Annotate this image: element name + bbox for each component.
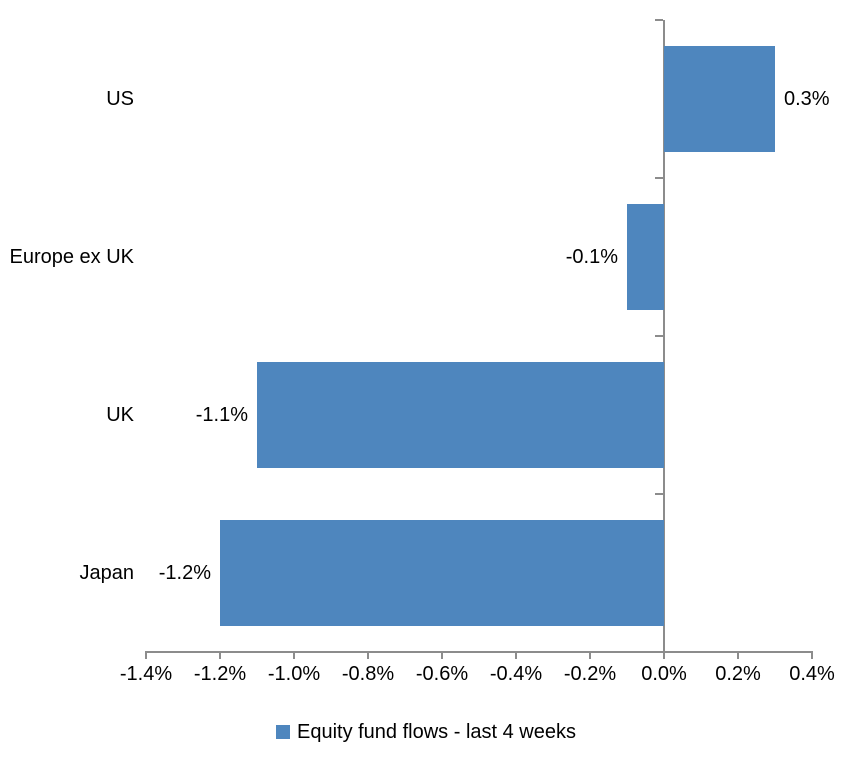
x-tick-label: -0.6% [415,663,469,685]
bar-us [664,46,775,153]
category-axis-tick [654,493,663,496]
category-label: UK [106,403,134,426]
legend-label: Equity fund flows - last 4 weeks [296,720,576,743]
x-axis-tick [515,652,517,659]
data-label: -1.1% [195,403,248,426]
x-axis-tick [145,652,147,659]
data-label: -0.1% [565,245,618,268]
x-tick-label: 0.2% [715,663,761,685]
data-label: 0.3% [784,87,830,110]
x-axis-tick [441,652,443,659]
x-tick-label: -0.8% [341,663,395,685]
x-axis-tick [589,652,591,659]
bar-japan [220,520,664,627]
x-axis-line [145,651,813,653]
legend: Equity fund flows - last 4 weeks [0,716,852,748]
zero-axis-line [662,20,665,659]
category-axis-tick [654,19,663,21]
x-axis-tick [219,652,221,659]
x-axis-tick [663,652,665,659]
x-tick-label: -1.2% [193,663,247,685]
category-label: US [106,87,134,110]
category-label: Europe ex UK [9,245,134,268]
x-axis-tick [737,652,739,659]
x-tick-label: -0.2% [563,663,617,685]
category-axis-tick [654,177,663,180]
x-tick-label: -1.0% [267,663,321,685]
category-label: Japan [79,561,135,584]
x-tick-label: 0.0% [641,663,687,685]
x-axis-tick [811,652,813,659]
x-tick-label: -0.4% [489,663,543,685]
x-tick-label: 0.4% [789,663,835,685]
category-axis-tick [654,335,663,338]
bar-uk [257,362,664,469]
x-axis-tick [293,652,295,659]
data-label: -1.2% [158,561,211,584]
x-axis-tick [367,652,369,659]
x-tick-label: -1.4% [119,663,173,685]
legend-marker-icon [275,725,290,739]
bar-europe-ex-uk [627,204,664,311]
